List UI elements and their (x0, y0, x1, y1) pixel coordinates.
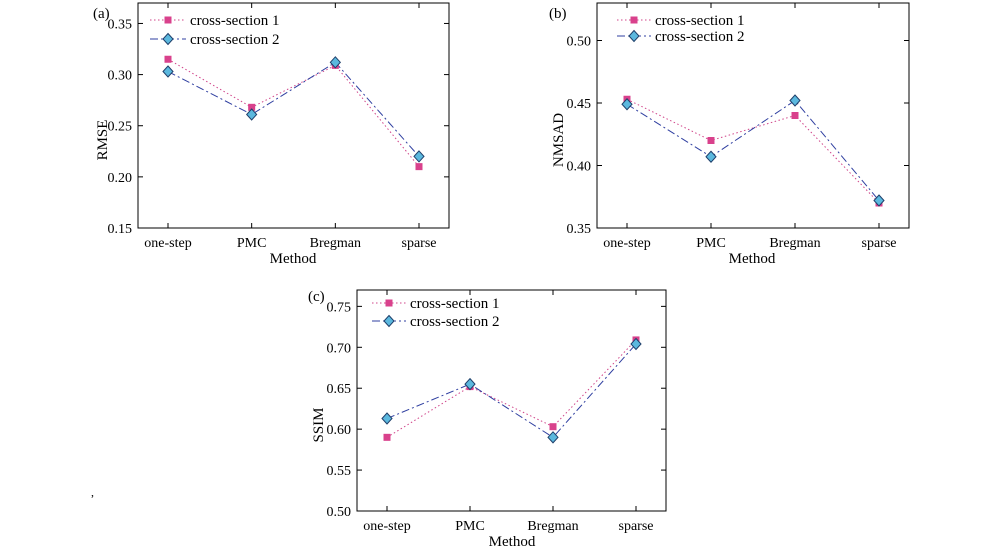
legend-diamond-marker (628, 29, 640, 43)
y-tick-label: 0.60 (327, 423, 352, 438)
data-point-diamond (329, 56, 342, 69)
x-tick-label: Bregman (310, 236, 361, 251)
x-tick-label: one-step (363, 519, 410, 534)
data-point-diamond (413, 150, 425, 163)
legend-label-cross-section-2: cross-section 2 (655, 29, 745, 45)
y-ticks-b: 0.35 0.40 0.45 0.50 (567, 35, 909, 237)
series-line-2 (167, 61, 420, 157)
x-tick-label: one-step (603, 236, 650, 251)
data-point-diamond (245, 108, 258, 121)
plot-frame-a (137, 2, 450, 229)
y-tick-label: 0.15 (108, 222, 133, 237)
plot-frame-b (596, 2, 910, 229)
data-point-square (248, 103, 256, 111)
legend-label-cross-section-2: cross-section 2 (190, 32, 280, 48)
y-tick-label: 0.20 (108, 171, 133, 186)
data-point-square (549, 423, 557, 431)
series-line-1 (167, 58, 420, 167)
y-axis-label-a: RMSE (95, 120, 111, 161)
legend-square-marker (164, 16, 172, 24)
series-line-2 (386, 343, 637, 438)
x-tick-label: sparse (862, 236, 897, 251)
legend-label-cross-section-1: cross-section 1 (190, 13, 280, 29)
data-point-diamond (789, 94, 801, 107)
data-point-diamond (621, 98, 633, 111)
panel-label-a: (a) (93, 6, 110, 22)
plot-frame-c (356, 289, 667, 512)
series-lines-b (626, 98, 880, 204)
legend-a: cross-section 1 cross-section 2 (150, 13, 280, 48)
y-tick-label: 0.50 (567, 35, 592, 50)
data-point-square (707, 137, 715, 144)
x-axis-label-c: Method (489, 534, 536, 550)
y-tick-label: 0.35 (567, 222, 592, 237)
y-tick-label: 0.45 (567, 97, 592, 112)
y-tick-label: 0.50 (327, 505, 352, 520)
y-tick-label: 0.55 (327, 464, 352, 479)
legend-diamond-marker (162, 32, 174, 46)
x-tick-label: PMC (455, 519, 485, 534)
y-axis-label-c: SSIM (311, 407, 327, 442)
legend-b: cross-section 1 cross-section 2 (617, 13, 745, 45)
x-ticks-c: one-step PMC Bregman sparse (363, 290, 654, 534)
y-tick-label: 0.40 (567, 160, 592, 175)
series-line-1 (626, 98, 880, 204)
series-line-1 (386, 339, 637, 438)
x-tick-label: Bregman (769, 236, 820, 251)
series-markers-a (162, 55, 425, 171)
y-ticks-c: 0.50 0.55 0.60 0.65 0.70 0.75 (327, 300, 666, 520)
y-tick-label: 0.70 (327, 341, 352, 356)
series-lines-a (167, 58, 420, 167)
legend-square-marker (630, 16, 638, 24)
y-tick-label: 0.65 (327, 382, 352, 397)
data-point-diamond (464, 377, 476, 391)
data-point-square (791, 112, 799, 119)
chart-panel-a: (a) RMSE Method 0.15 0.20 0.25 0.30 0.35 one… (93, 2, 450, 267)
x-tick-label: PMC (237, 236, 267, 251)
panel-label-b: (b) (549, 6, 567, 22)
x-tick-label: Bregman (527, 519, 578, 534)
y-tick-label: 0.35 (108, 17, 133, 32)
x-tick-label: one-step (144, 236, 191, 251)
x-tick-label: sparse (619, 519, 654, 534)
y-tick-label: 0.30 (108, 69, 133, 84)
legend-square-marker (385, 299, 393, 307)
data-point-diamond (630, 337, 642, 351)
y-axis-label-b: NMSAD (551, 113, 567, 167)
legend-c: cross-section 1 cross-section 2 (372, 296, 500, 330)
panel-label-c: (c) (308, 289, 325, 305)
y-tick-label: 0.25 (108, 120, 133, 135)
x-tick-label: sparse (402, 236, 437, 251)
data-point-square (383, 433, 391, 441)
data-point-diamond (873, 194, 885, 207)
x-axis-label-b: Method (729, 251, 776, 267)
legend-diamond-marker (383, 314, 395, 328)
chart-panel-b: (b) NMSAD Method 0.35 0.40 0.45 0.50 one-st… (549, 2, 910, 267)
legend-label-cross-section-1: cross-section 1 (655, 13, 745, 29)
y-tick-label: 0.75 (327, 300, 352, 315)
data-point-diamond (381, 412, 393, 425)
chart-panel-c: (c) SSIM Method 0.50 0.55 0.60 0.65 0.70 0.75… (308, 289, 667, 550)
stray-comma-mark: , (91, 485, 94, 499)
data-point-diamond (705, 150, 717, 163)
data-point-square (164, 55, 172, 63)
data-point-square (415, 163, 423, 171)
data-point-diamond (162, 65, 174, 78)
x-ticks-b: one-step PMC Bregman sparse (603, 3, 897, 251)
y-ticks-a: 0.15 0.20 0.25 0.30 0.35 (108, 17, 449, 237)
series-markers-c (381, 336, 642, 444)
legend-label-cross-section-1: cross-section 1 (410, 296, 500, 312)
x-ticks-a: one-step PMC Bregman sparse (144, 3, 437, 251)
series-line-2 (626, 99, 880, 201)
x-tick-label: PMC (696, 236, 726, 251)
legend-label-cross-section-2: cross-section 2 (410, 314, 500, 330)
data-point-diamond (547, 431, 559, 444)
series-lines-c (386, 339, 637, 438)
x-axis-label-a: Method (270, 251, 317, 267)
series-markers-b (621, 94, 885, 207)
